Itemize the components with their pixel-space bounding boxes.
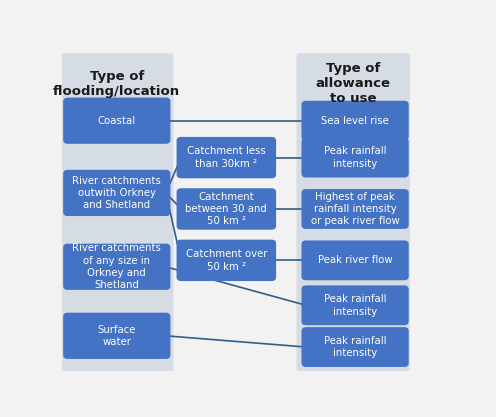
Text: Surface
water: Surface water (98, 324, 136, 347)
Text: Catchment less
than 30km ²: Catchment less than 30km ² (187, 146, 266, 169)
FancyBboxPatch shape (302, 101, 409, 141)
Text: Type of
flooding/location: Type of flooding/location (53, 70, 181, 98)
FancyBboxPatch shape (297, 53, 410, 371)
FancyBboxPatch shape (63, 170, 171, 216)
Text: Type of
allowance
to use: Type of allowance to use (315, 62, 391, 105)
Text: Coastal: Coastal (98, 116, 136, 126)
FancyBboxPatch shape (302, 138, 409, 178)
Text: River catchments
of any size in
Orkney and
Shetland: River catchments of any size in Orkney a… (72, 243, 161, 290)
FancyBboxPatch shape (177, 188, 276, 230)
FancyBboxPatch shape (60, 53, 174, 371)
Text: Peak rainfall
intensity: Peak rainfall intensity (324, 146, 386, 169)
FancyBboxPatch shape (302, 189, 409, 229)
Text: Highest of peak
rainfall intensity
or peak river flow: Highest of peak rainfall intensity or pe… (310, 191, 399, 226)
FancyBboxPatch shape (63, 244, 171, 290)
FancyBboxPatch shape (177, 240, 276, 281)
Text: Catchment
between 30 and
50 km ²: Catchment between 30 and 50 km ² (186, 191, 267, 226)
FancyBboxPatch shape (302, 241, 409, 280)
Text: Peak rainfall
intensity: Peak rainfall intensity (324, 336, 386, 358)
FancyBboxPatch shape (302, 285, 409, 325)
FancyBboxPatch shape (177, 137, 276, 178)
Text: Catchment over
50 km ²: Catchment over 50 km ² (186, 249, 267, 271)
Text: River catchments
outwith Orkney
and Shetland: River catchments outwith Orkney and Shet… (72, 176, 161, 210)
Text: Peak river flow: Peak river flow (318, 255, 392, 265)
FancyBboxPatch shape (63, 98, 171, 144)
FancyBboxPatch shape (63, 313, 171, 359)
FancyBboxPatch shape (302, 327, 409, 367)
Text: Peak rainfall
intensity: Peak rainfall intensity (324, 294, 386, 317)
Text: Sea level rise: Sea level rise (321, 116, 389, 126)
